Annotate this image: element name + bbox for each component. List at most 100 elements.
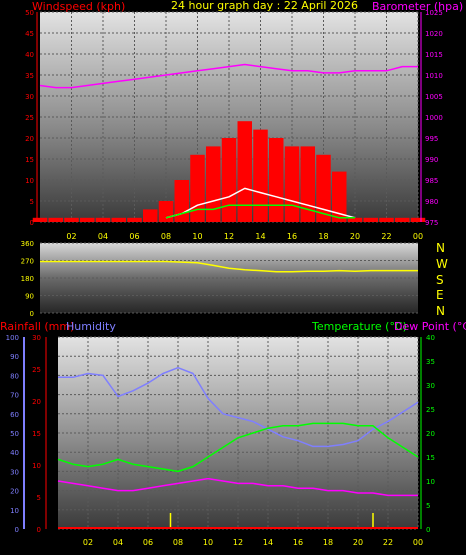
humidity-tick-label: 30 bbox=[10, 468, 19, 476]
windspeed-bar bbox=[48, 217, 63, 222]
wind-x-tick-label: 06 bbox=[129, 232, 139, 241]
rainfall-tick-label: 0 bbox=[37, 526, 41, 534]
dewpoint-line bbox=[57, 477, 418, 497]
wind-x-tick-label: 10 bbox=[192, 232, 202, 241]
humidity-tick-label: 80 bbox=[10, 372, 19, 380]
barometer-tick-label: 1010 bbox=[425, 72, 443, 80]
barometer-tick-label: 980 bbox=[425, 198, 438, 206]
direction-tick-label: 180 bbox=[21, 275, 34, 283]
humidity-tick-label: 70 bbox=[10, 392, 19, 400]
barometer-axis-label: Barometer (hpa) bbox=[372, 0, 463, 13]
temperature-axis-label: Temperature (°C) bbox=[311, 320, 407, 333]
barometer-tick-label: 1005 bbox=[425, 93, 443, 101]
humidity-tick-label: 50 bbox=[10, 430, 19, 438]
wind-gust-line bbox=[165, 187, 356, 219]
compass-label-n: N bbox=[436, 241, 445, 255]
windspeed-bar bbox=[95, 217, 111, 222]
direction-tick-label: 90 bbox=[25, 293, 34, 301]
temperature-tick-label: 10 bbox=[426, 478, 435, 486]
barometer-tick-label: 1020 bbox=[425, 30, 443, 38]
windspeed-bar bbox=[237, 121, 252, 222]
wind-tick-label: 45 bbox=[25, 30, 34, 38]
temp-x-tick-label: 22 bbox=[383, 538, 393, 547]
temp-x-tick-label: 06 bbox=[143, 538, 153, 547]
windspeed-bar bbox=[363, 217, 378, 222]
temperature-tick-label: 0 bbox=[426, 526, 430, 534]
compass-label-w: W bbox=[436, 257, 448, 271]
windspeed-bar bbox=[127, 217, 142, 222]
temperature-tick-label: 25 bbox=[426, 406, 435, 414]
temperature-tick-label: 35 bbox=[426, 358, 435, 366]
wind-x-tick-label: 14 bbox=[255, 232, 265, 241]
humidity-tick-label: 100 bbox=[6, 334, 19, 342]
barometer-tick-label: 985 bbox=[425, 177, 438, 185]
temperature-tick-label: 20 bbox=[426, 430, 435, 438]
wind-tick-label: 15 bbox=[25, 156, 34, 164]
wind-x-tick-label: 22 bbox=[381, 232, 391, 241]
temp-x-tick-label: 16 bbox=[293, 538, 303, 547]
compass-label-n-bottom: N bbox=[436, 304, 445, 318]
chart-title: 24 hour graph day : 22 April 2026 bbox=[171, 0, 358, 12]
wind-x-tick-label: 20 bbox=[350, 232, 360, 241]
temperature-tick-label: 30 bbox=[426, 382, 435, 390]
wind-tick-label: 25 bbox=[25, 114, 34, 122]
humidity-tick-label: 40 bbox=[10, 449, 19, 457]
windspeed-bar bbox=[158, 201, 174, 222]
windspeed-bar bbox=[347, 217, 363, 222]
direction-tick-label: 270 bbox=[21, 258, 34, 266]
dewpoint-axis-label: Dew Point (°C) bbox=[394, 320, 466, 333]
windspeed-bar bbox=[410, 217, 426, 222]
rainfall-tick-label: 5 bbox=[37, 494, 41, 502]
windspeed-bar bbox=[300, 146, 315, 222]
windspeed-bar bbox=[395, 217, 410, 222]
temp-x-tick-label: 12 bbox=[233, 538, 243, 547]
windspeed-bar bbox=[221, 138, 237, 222]
windspeed-bar bbox=[190, 154, 205, 222]
rainfall-tick-label: 30 bbox=[32, 334, 41, 342]
wind-x-tick-label: 02 bbox=[66, 232, 76, 241]
windspeed-bar bbox=[269, 138, 284, 222]
direction-tick-label: 0 bbox=[30, 310, 34, 318]
rainfall-tick-label: 10 bbox=[32, 462, 41, 470]
windspeed-bar bbox=[316, 154, 331, 222]
rainfall-tick-label: 25 bbox=[32, 366, 41, 374]
humidity-line bbox=[58, 366, 419, 448]
temp-x-tick-label: 00 bbox=[413, 538, 423, 547]
rainfall-tick-label: 15 bbox=[32, 430, 41, 438]
wind-tick-label: 50 bbox=[25, 9, 34, 17]
humidity-tick-label: 0 bbox=[15, 526, 19, 534]
temperature-tick-label: 5 bbox=[426, 502, 430, 510]
wind-tick-label: 35 bbox=[25, 72, 34, 80]
wind-tick-label: 40 bbox=[25, 51, 34, 59]
wind-x-tick-label: 18 bbox=[318, 232, 328, 241]
rainfall-axis-label: Rainfall (mm) bbox=[0, 320, 74, 333]
barometer-tick-label: 975 bbox=[425, 219, 438, 227]
temperature-tick-label: 15 bbox=[426, 454, 435, 462]
temp-x-tick-label: 14 bbox=[263, 538, 273, 547]
barometer-tick-label: 1025 bbox=[425, 9, 443, 17]
temp-x-tick-label: 08 bbox=[173, 538, 183, 547]
wind-x-tick-label: 00 bbox=[413, 232, 423, 241]
windspeed-bar bbox=[379, 217, 394, 222]
windspeed-bar bbox=[64, 217, 79, 222]
humidity-tick-label: 60 bbox=[10, 411, 19, 419]
windspeed-bar bbox=[206, 146, 221, 222]
temp-x-tick-label: 10 bbox=[203, 538, 213, 547]
temp-x-tick-label: 20 bbox=[353, 538, 363, 547]
temperature-tick-label: 40 bbox=[426, 334, 435, 342]
wind-direction-line bbox=[40, 260, 418, 273]
windspeed-axis-label: Windspeed (kph) bbox=[32, 0, 125, 13]
rainfall-tick-label: 20 bbox=[32, 398, 41, 406]
temp-x-tick-label: 04 bbox=[113, 538, 123, 547]
direction-tick-label: 360 bbox=[21, 240, 34, 248]
windspeed-bar bbox=[253, 129, 268, 222]
wind-tick-label: 30 bbox=[25, 93, 34, 101]
humidity-tick-label: 20 bbox=[10, 488, 19, 496]
windspeed-bar bbox=[80, 217, 95, 222]
barometer-tick-label: 1000 bbox=[425, 114, 443, 122]
barometer-tick-label: 995 bbox=[425, 135, 438, 143]
barometer-line bbox=[39, 63, 418, 89]
windspeed-bar bbox=[332, 171, 347, 222]
wind-tick-label: 20 bbox=[25, 135, 34, 143]
